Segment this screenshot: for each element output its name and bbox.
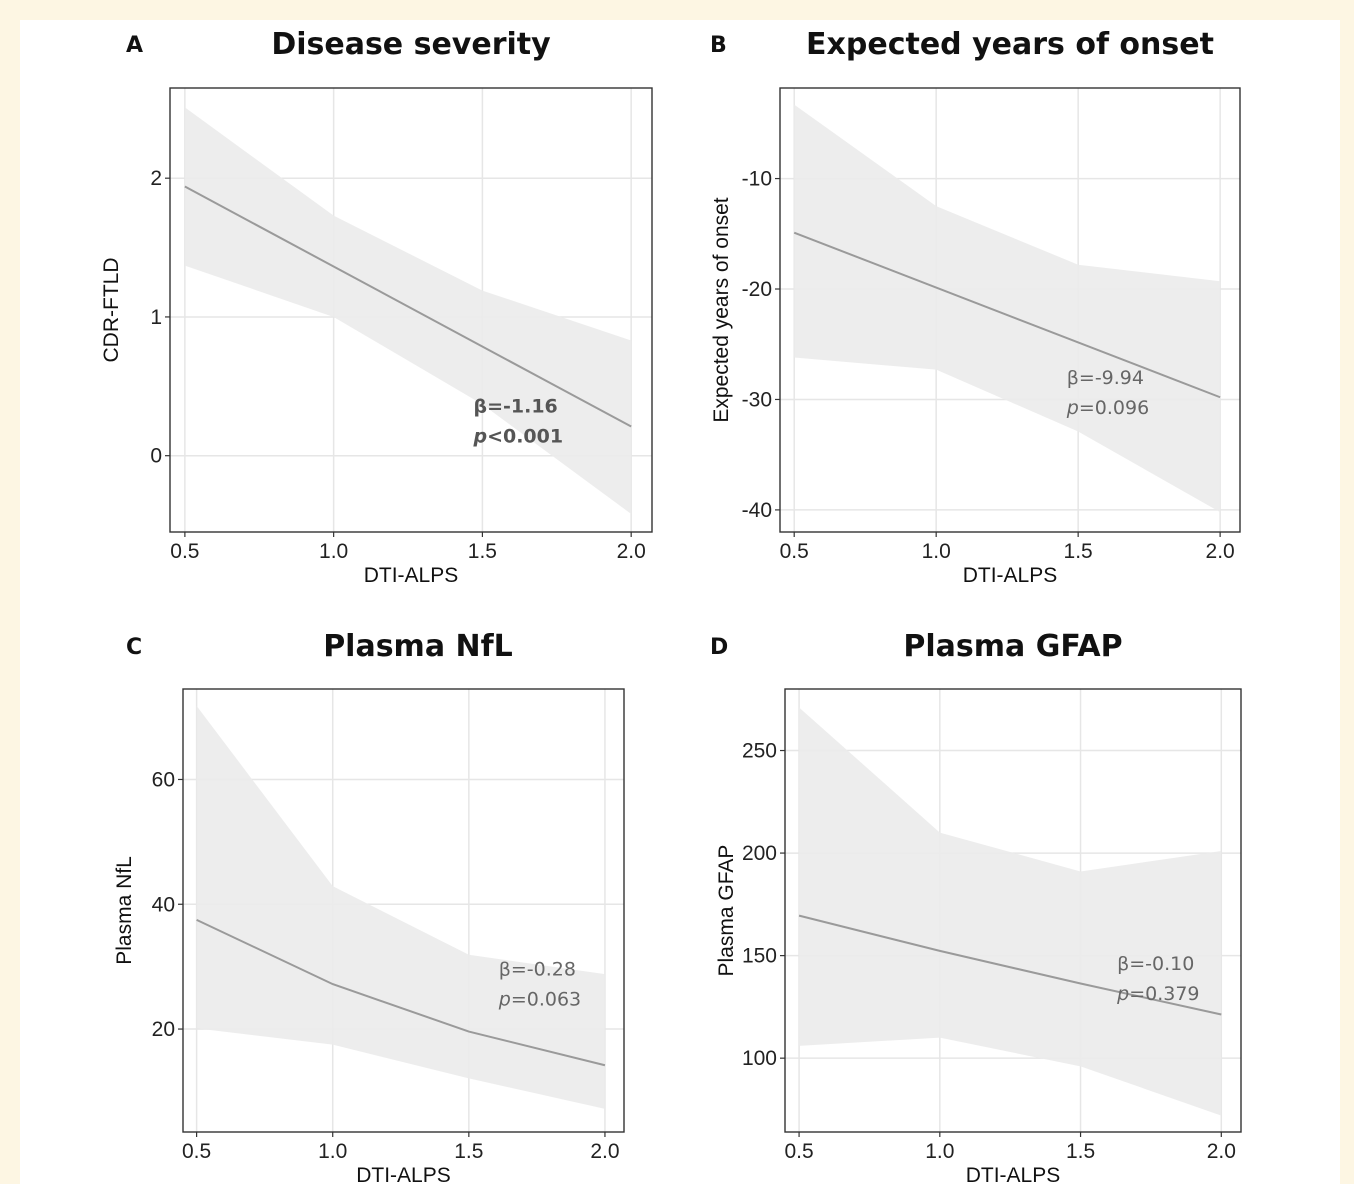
regression-line <box>196 918 606 1067</box>
regression-line <box>184 185 632 428</box>
beta-annotation: β=-0.10 <box>1117 953 1194 975</box>
y-tick-label: 100 <box>742 1047 777 1070</box>
x-tick-label: 2.0 <box>1207 1140 1236 1163</box>
regression-line <box>793 231 1221 399</box>
panel-a: A Disease severity 0.5 1.0 1.5 2.0 0 1 2 DTI-ALPS… <box>100 27 653 587</box>
panel-letter: A <box>126 33 143 58</box>
panel-b: B Expected years of onset 0.5 1.0 1.5 2.0 -40 -… <box>710 27 1241 587</box>
y-tick-label: 200 <box>742 842 777 865</box>
regression-line <box>798 914 1222 1016</box>
panel-c: C Plasma NfL 0.5 1.0 1.5 2.0 20 40 60 DTI-ALPS Pla… <box>113 629 625 1184</box>
x-axis-label: DTI-ALPS <box>963 564 1058 587</box>
confidence-band <box>794 104 1221 513</box>
x-axis-label: DTI-ALPS <box>364 564 459 587</box>
y-tick-label: 250 <box>742 740 777 763</box>
confidence-band <box>196 705 605 1109</box>
p-symbol: p <box>472 426 487 448</box>
p-value: <0.001 <box>487 426 563 448</box>
y-tick-label: -30 <box>742 388 772 411</box>
p-value: =0.096 <box>1079 397 1149 419</box>
plot-frame <box>182 688 625 1133</box>
beta-annotation: β=-0.28 <box>499 958 576 980</box>
y-axis-label: CDR-FTLD <box>100 258 123 363</box>
x-tick-label: 0.5 <box>780 540 809 563</box>
p-value: =0.379 <box>1129 983 1199 1005</box>
y-tick-label: 20 <box>152 1018 175 1041</box>
x-tick-label: 0.5 <box>784 1140 813 1163</box>
x-tick-label: 2.0 <box>617 540 646 563</box>
y-tick-label: 150 <box>742 945 777 968</box>
y-tick-label: 2 <box>150 167 162 190</box>
p-value-annotation: p=0.063 <box>498 988 581 1010</box>
y-tick-label: 1 <box>150 306 162 329</box>
x-tick-label: 0.5 <box>182 1140 211 1163</box>
x-tick-label: 0.5 <box>170 540 199 563</box>
beta-annotation: β=-9.94 <box>1067 367 1144 389</box>
y-tick-label: 60 <box>152 768 175 791</box>
y-tick-label: -10 <box>742 168 772 191</box>
panel-letter: C <box>126 635 142 660</box>
beta-annotation: β=-1.16 <box>473 396 557 418</box>
x-tick-label: 2.0 <box>1206 540 1235 563</box>
x-tick-label: 1.5 <box>1066 1140 1095 1163</box>
x-axis-label: DTI-ALPS <box>966 1164 1061 1184</box>
p-symbol: p <box>498 988 511 1010</box>
x-tick-label: 1.5 <box>454 1140 483 1163</box>
p-value-annotation: p<0.001 <box>472 426 563 448</box>
p-value-annotation: p=0.096 <box>1066 397 1149 419</box>
panel-d: D Plasma GFAP 0.5 1.0 1.5 2.0 100 150 200 250 DTI-… <box>710 629 1242 1184</box>
panel-title: Plasma NfL <box>323 629 513 664</box>
confidence-band <box>184 107 632 514</box>
p-symbol: p <box>1066 397 1079 419</box>
p-value: =0.063 <box>511 988 581 1010</box>
x-tick-label: 1.0 <box>922 540 951 563</box>
p-value-annotation: p=0.379 <box>1116 983 1199 1005</box>
x-tick-label: 1.0 <box>925 1140 954 1163</box>
x-tick-label: 1.5 <box>468 540 497 563</box>
y-axis-label: Plasma GFAP <box>715 845 738 977</box>
x-tick-label: 1.0 <box>319 540 348 563</box>
panel-title: Disease severity <box>271 27 551 62</box>
y-tick-label: 40 <box>152 893 175 916</box>
confidence-band <box>799 707 1222 1116</box>
plot-frame <box>169 87 653 533</box>
panel-letter: B <box>710 33 727 58</box>
figure: A Disease severity 0.5 1.0 1.5 2.0 0 1 2 DTI-ALPS… <box>20 20 1340 1184</box>
y-tick-label: 0 <box>150 445 162 468</box>
y-tick-label: -20 <box>742 278 772 301</box>
y-axis-label: Expected years of onset <box>710 197 733 422</box>
x-tick-label: 1.5 <box>1064 540 1093 563</box>
x-tick-label: 2.0 <box>590 1140 619 1163</box>
plot-frame <box>779 87 1241 533</box>
x-tick-label: 1.0 <box>318 1140 347 1163</box>
y-axis-label: Plasma NfL <box>113 856 136 965</box>
x-axis-label: DTI-ALPS <box>356 1164 451 1184</box>
panel-title: Plasma GFAP <box>903 629 1122 664</box>
plot-frame <box>784 688 1242 1133</box>
panel-letter: D <box>710 635 728 660</box>
p-symbol: p <box>1116 983 1129 1005</box>
y-tick-label: -40 <box>742 499 772 522</box>
figure-svg: A Disease severity 0.5 1.0 1.5 2.0 0 1 2 DTI-ALPS… <box>100 27 1242 1184</box>
panel-title: Expected years of onset <box>806 27 1214 62</box>
